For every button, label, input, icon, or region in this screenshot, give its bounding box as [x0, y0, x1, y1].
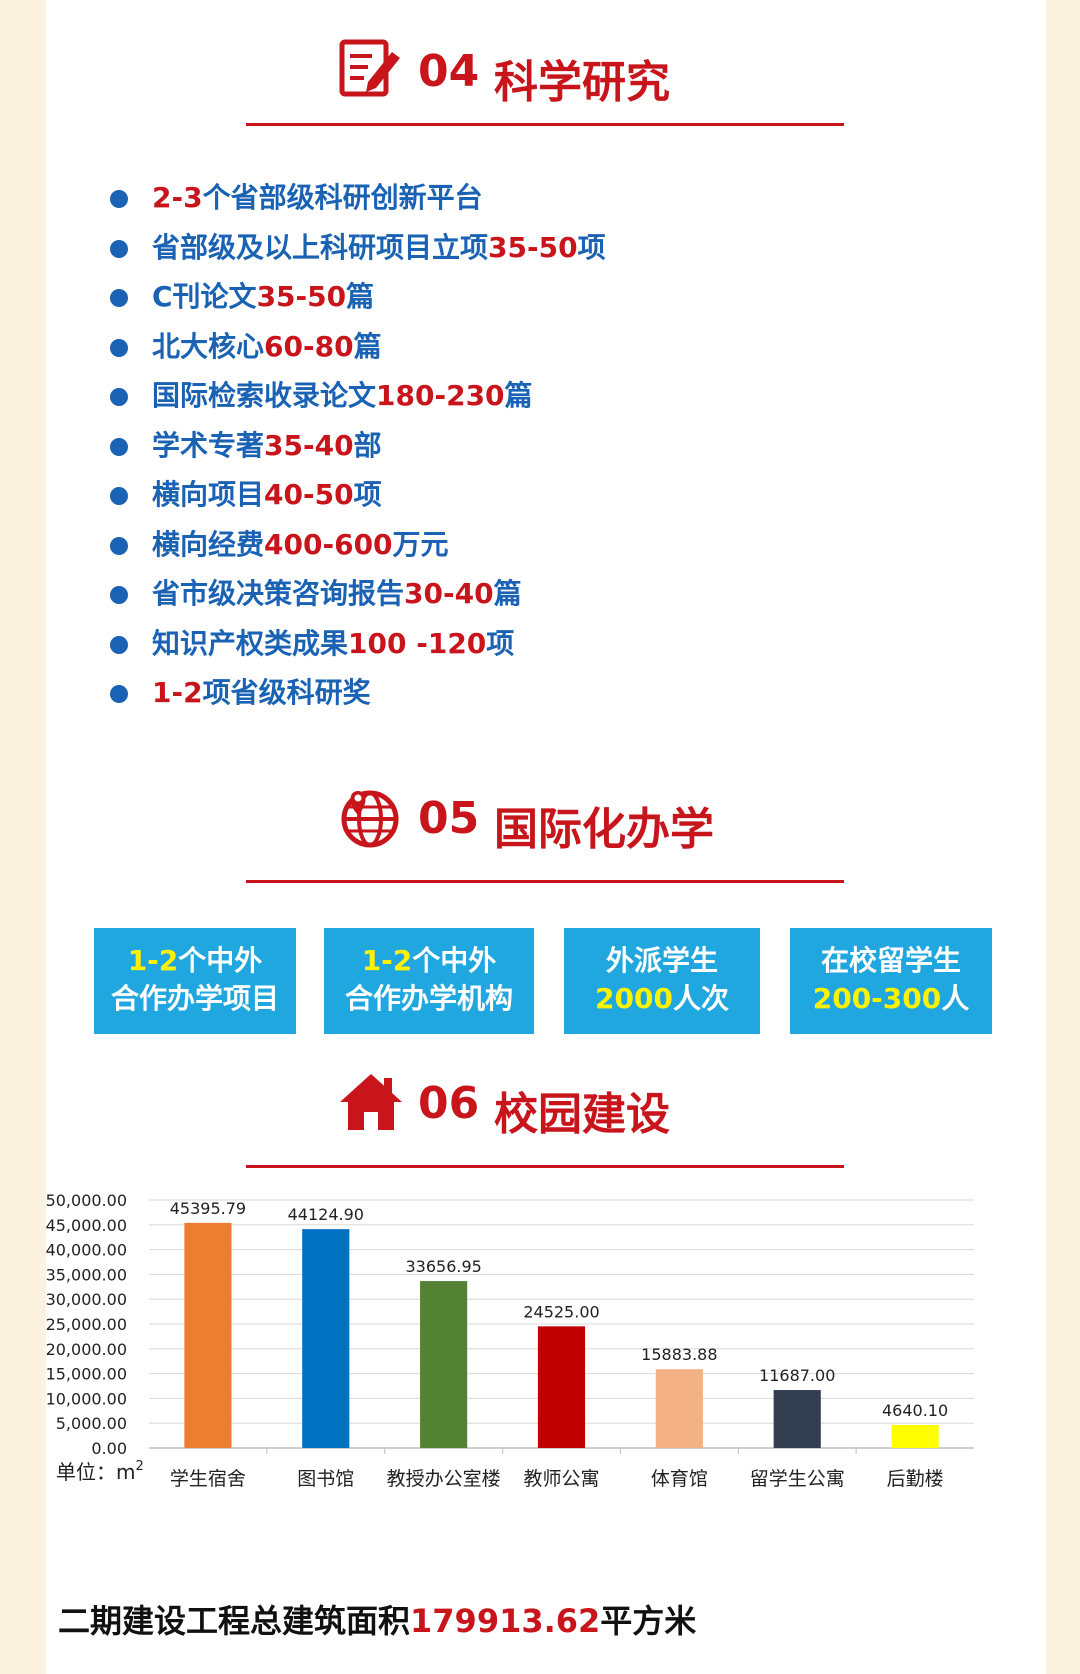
research-item-text: 国际检索收录论文180-230篇: [152, 379, 533, 412]
total-area-summary: 二期建设工程总建筑面积179913.62平方米: [58, 1596, 696, 1642]
y-tick-label: 40,000.00: [46, 1241, 127, 1260]
edit-document-icon: [339, 39, 400, 97]
bar-value-label: 15883.88: [641, 1345, 717, 1364]
page: 04 科学研究 2-3个省部级科研创新平台省部级及以上科研项目立项35-50项 C…: [46, 0, 1046, 1674]
bullet-dot: [110, 338, 128, 357]
house-icon: [340, 1074, 402, 1130]
section-title: 科学研究: [494, 57, 670, 108]
research-item: 国际检索收录论文180-230篇: [110, 376, 1010, 426]
bar: [302, 1229, 350, 1448]
research-item-text: 横向经费400-600万元: [152, 527, 449, 561]
intl-stats: 1-2个中外 合作办学项目 1-2个中外 合作办学机构 外派学生 2000人次 …: [94, 928, 1004, 1036]
research-item: C刊论文35-50篇: [110, 277, 1010, 327]
section-intl-heading: 05 国际化办学: [46, 785, 1046, 865]
research-item: 2-3个省部级科研创新平台: [110, 178, 1010, 228]
bar-value-label: 44124.90: [288, 1205, 364, 1224]
y-tick-label: 30,000.00: [46, 1290, 127, 1309]
category-label: 学生宿舍: [170, 1468, 246, 1490]
research-item: 省部级及以上科研项目立项35-50项: [110, 228, 1010, 278]
category-label: 后勤楼: [887, 1468, 944, 1490]
category-label: 教授办公室楼: [387, 1468, 501, 1490]
bar: [655, 1369, 703, 1448]
bar-value-label: 45395.79: [170, 1199, 246, 1218]
research-item-text: C刊论文35-50篇: [152, 280, 375, 313]
section-title: 校园建设: [494, 1089, 670, 1140]
research-item-text: 省市级决策咨询报告30-40篇: [152, 577, 522, 610]
research-item-text: 1-2项省级科研奖: [152, 676, 371, 709]
y-tick-label: 5,000.00: [56, 1414, 127, 1433]
intl-box-international-students: 在校留学生 200-300人: [790, 928, 992, 1034]
research-item: 北大核心60-80篇: [110, 327, 1010, 377]
bar: [184, 1222, 232, 1448]
bar: [891, 1424, 939, 1448]
bullet-dot: [110, 635, 128, 654]
research-item-text: 学术专著35-40部: [152, 428, 382, 462]
bar: [537, 1326, 586, 1448]
y-tick-label: 10,000.00: [46, 1389, 127, 1408]
intl-box-projects: 1-2个中外 合作办学项目: [94, 928, 296, 1034]
section-divider: [246, 123, 844, 126]
category-label: 体育馆: [651, 1468, 708, 1490]
globe-pin-icon: [341, 790, 399, 848]
unit-label: 单位：m2: [56, 1459, 144, 1484]
bar-value-label: 11687.00: [759, 1366, 835, 1385]
summary-label: 二期建设工程总建筑面积: [58, 1602, 411, 1640]
y-tick-label: 35,000.00: [46, 1265, 127, 1284]
bullet-dot: [110, 586, 128, 604]
category-label: 图书馆: [297, 1468, 354, 1490]
y-tick-label: 45,000.00: [46, 1216, 127, 1235]
section-campus-heading: 06 校园建设: [46, 1070, 1046, 1150]
bullet-dot: [110, 289, 128, 307]
research-item-text: 知识产权类成果100 -120项: [152, 626, 515, 660]
bullet-dot: [110, 536, 128, 555]
research-item: 横向经费400-600万元: [110, 525, 1010, 575]
summary-value: 179913.62: [410, 1602, 601, 1640]
research-item-text: 横向项目40-50项: [152, 478, 382, 511]
building-area-chart: 0.00 5,000.00 10,000.00 15,000.00 20,000.00 2…: [46, 1188, 1046, 1588]
y-tick-label: 25,000.00: [46, 1315, 127, 1334]
y-tick-label: 20,000.00: [46, 1340, 127, 1359]
bar: [773, 1390, 821, 1448]
category-label: 留学生公寓: [750, 1468, 845, 1490]
section-number: 04: [418, 46, 480, 97]
section-number: 05: [418, 793, 480, 844]
section-divider: [246, 880, 844, 883]
research-item: 省市级决策咨询报告30-40篇: [110, 574, 1010, 624]
intl-box-outbound: 外派学生 2000人次: [564, 928, 760, 1034]
bullet-dot: [110, 685, 128, 703]
research-list: 2-3个省部级科研创新平台省部级及以上科研项目立项35-50项 C刊论文35-50…: [110, 178, 1010, 723]
section-number: 06: [418, 1078, 480, 1129]
bullet-dot: [110, 437, 128, 456]
research-item: 学术专著35-40部: [110, 426, 1010, 476]
summary-unit: 平方米: [600, 1602, 697, 1640]
y-tick-label: 50,000.00: [46, 1191, 127, 1210]
y-tick-label: 0.00: [91, 1439, 127, 1458]
intl-box-institutions: 1-2个中外 合作办学机构: [324, 928, 534, 1034]
research-item: 横向项目40-50项: [110, 475, 1010, 525]
bar-value-label: 24525.00: [523, 1302, 599, 1321]
bar-chart-svg: 0.00 5,000.00 10,000.00 15,000.00 20,000.00 2…: [46, 1191, 974, 1490]
bar: [420, 1281, 468, 1448]
research-item-text: 北大核心60-80篇: [152, 329, 382, 363]
y-tick-label: 15,000.00: [46, 1365, 127, 1384]
category-label: 教师公寓: [523, 1468, 599, 1490]
bullet-dot: [110, 239, 128, 258]
research-item-text: 省部级及以上科研项目立项35-50项: [152, 230, 606, 264]
section-research-heading: 04 科学研究: [46, 38, 1046, 118]
research-item-text: 2-3个省部级科研创新平台: [152, 181, 483, 214]
bullet-dot: [110, 388, 128, 406]
research-item: 知识产权类成果100 -120项: [110, 624, 1010, 674]
bullet-dot: [110, 487, 128, 505]
bullet-dot: [110, 190, 128, 208]
bar-value-label: 4640.10: [882, 1401, 948, 1420]
section-title: 国际化办学: [494, 804, 714, 855]
bar-value-label: 33656.95: [405, 1257, 481, 1276]
section-divider: [246, 1165, 844, 1168]
research-item: 1-2项省级科研奖: [110, 673, 1010, 723]
